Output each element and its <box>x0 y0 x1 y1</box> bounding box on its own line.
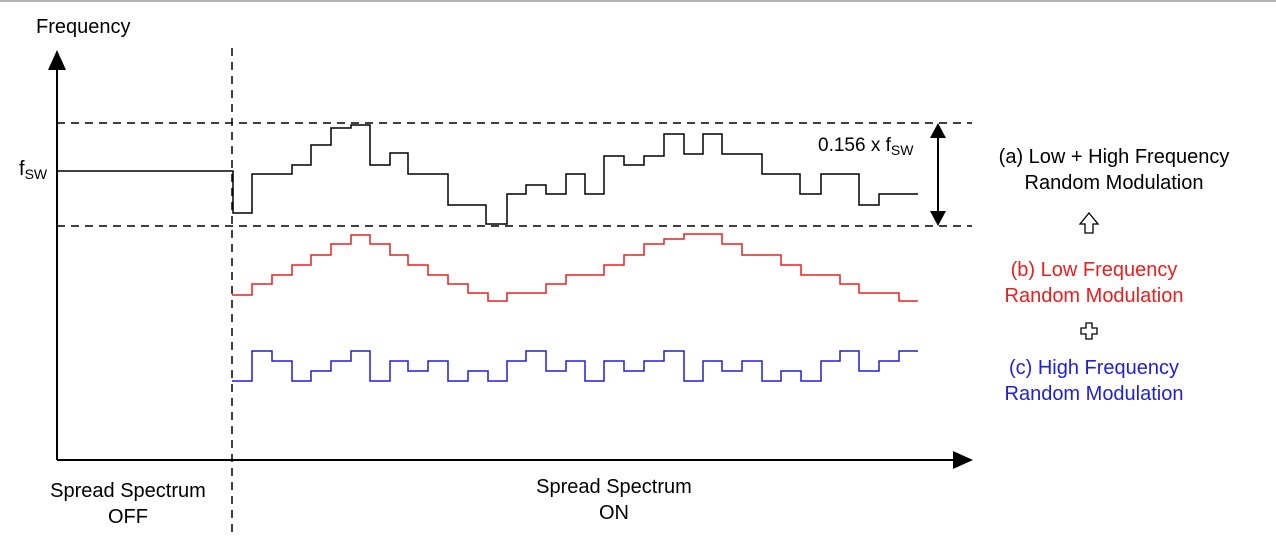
y-axis-label: Frequency <box>36 16 131 38</box>
waveform-high-frequency <box>232 350 918 382</box>
up-outline-arrow-icon <box>1078 211 1100 234</box>
span-arrow-top-icon <box>930 123 946 138</box>
span-label: 0.156 x fSW <box>818 135 914 158</box>
legend-low-frequency: (b) Low Frequency Random Modulation <box>1004 259 1184 307</box>
outline-plus-icon <box>1080 322 1098 340</box>
waveform-low-frequency <box>232 233 918 302</box>
legend-combined: (a) Low + High Frequency Random Modulati… <box>998 146 1230 194</box>
waveform-combined <box>232 124 918 225</box>
x-axis-arrow-icon <box>953 451 973 469</box>
y-axis-arrow-icon <box>48 50 66 70</box>
phase-on-label: Spread Spectrum ON <box>536 476 692 524</box>
phase-off-label: Spread Spectrum OFF <box>50 480 206 528</box>
fsw-label: fSW <box>19 158 48 182</box>
span-arrow-bottom-icon <box>930 211 946 226</box>
legend-high-frequency: (c) High Frequency Random Modulation <box>1004 357 1184 405</box>
